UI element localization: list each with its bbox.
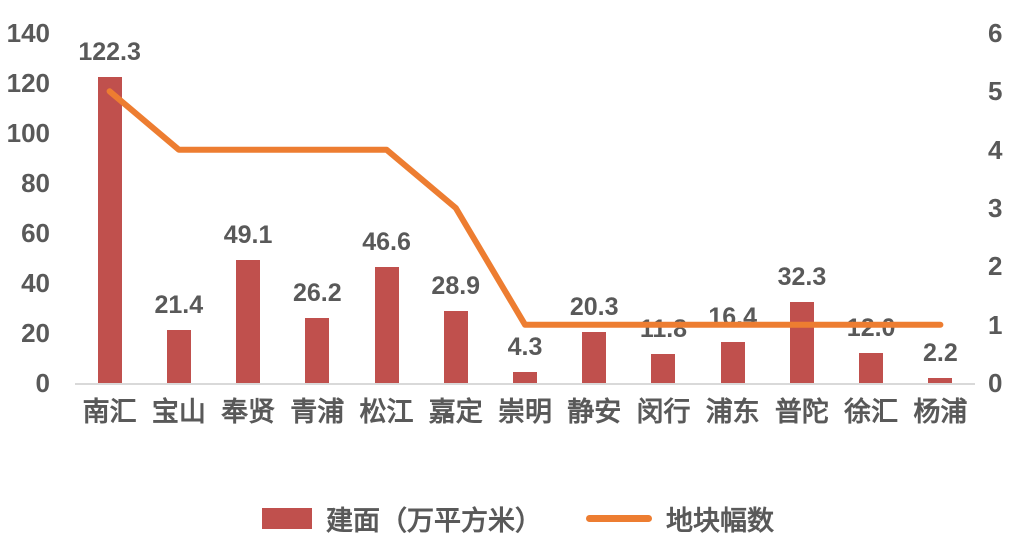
left-axis-tick: 120: [6, 68, 50, 98]
bar-value-label: 32.3: [777, 263, 827, 292]
right-axis-tick: 0: [988, 368, 1003, 398]
right-axis-tick: 6: [988, 18, 1003, 48]
line-legend-swatch-icon: [586, 515, 652, 522]
bar-value-label: 49.1: [223, 221, 273, 250]
legend: 建面（万平方米） 地块幅数: [0, 499, 1036, 538]
bar: [720, 342, 745, 383]
bar: [928, 377, 953, 383]
category-label: 静安: [567, 397, 622, 427]
right-axis-tick: 3: [988, 193, 1003, 223]
category-label: 崇明: [498, 397, 552, 427]
left-axis-tick: 0: [35, 368, 50, 398]
bar-value-label: 46.6: [362, 227, 411, 256]
right-axis-tick: 5: [988, 76, 1003, 107]
right-axis-tick: 4: [988, 134, 1003, 165]
category-label: 普陀: [774, 397, 829, 427]
bar: [305, 317, 330, 383]
left-axis-tick: 20: [21, 318, 50, 348]
category-label: 宝山: [151, 397, 206, 427]
bar-legend-swatch-icon: [262, 508, 312, 529]
category-label: 徐汇: [844, 397, 899, 427]
bar: [859, 353, 884, 383]
x-axis-line: [75, 383, 975, 385]
bar-value-label: 16.4: [708, 303, 758, 331]
bar: [166, 329, 191, 383]
category-label: 嘉定: [428, 397, 483, 427]
left-axis-tick: 140: [6, 18, 50, 48]
bar-value-label: 21.4: [154, 290, 204, 319]
line-legend-label: 地块幅数: [666, 506, 774, 536]
category-label: 南汇: [82, 397, 137, 427]
bar-value-label: 122.3: [78, 38, 141, 67]
bar: [651, 353, 676, 383]
left-axis-tick: 60: [21, 218, 50, 248]
category-label: 青浦: [290, 397, 345, 427]
bar-legend-label: 建面（万平方米）: [326, 506, 542, 536]
bar-value-label: 2.2: [922, 338, 958, 367]
bar: [582, 332, 607, 383]
bar-value-label: 26.2: [292, 278, 342, 307]
left-axis-tick: 80: [21, 168, 50, 198]
right-axis-tick: 2: [988, 251, 1003, 282]
bar-value-label: 28.9: [431, 271, 481, 300]
category-label: 奉贤: [221, 397, 276, 427]
category-label: 浦东: [705, 397, 760, 427]
left-axis-tick: 40: [21, 268, 50, 298]
left-axis-tick: 100: [6, 118, 50, 148]
bar: [513, 372, 537, 383]
right-axis-tick: 1: [988, 309, 1003, 340]
bar: [97, 77, 122, 383]
bar-value-label: 4.3: [507, 333, 543, 362]
category-label: 杨浦: [913, 397, 968, 427]
category-label: 松江: [359, 397, 414, 427]
category-label: 闵行: [636, 397, 691, 427]
